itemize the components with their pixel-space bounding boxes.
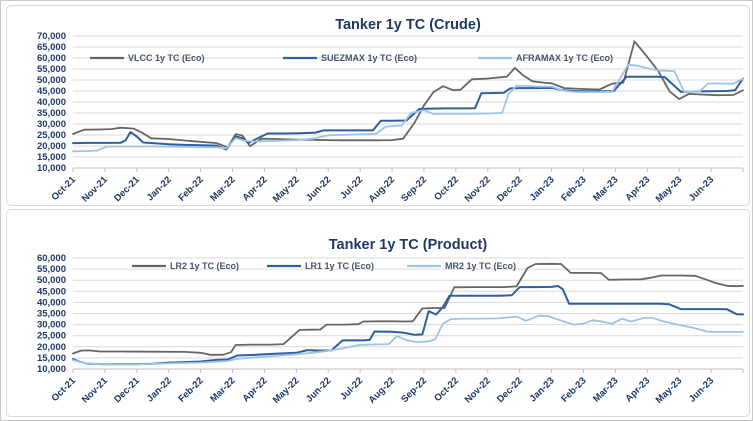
x-axis-tick-label: Sep-22 [399,375,429,405]
y-axis-tick-label: 65,000 [37,42,66,53]
y-axis-tick-label: 10,000 [37,364,66,375]
x-axis-tick-label: Nov-22 [463,174,493,204]
y-axis-tick-label: 40,000 [37,297,66,308]
x-axis-tick-label: Sep-22 [399,174,429,204]
legend-label: AFRAMAX 1y TC (Eco) [516,53,613,63]
y-axis-tick-label: 10,000 [37,163,66,174]
y-axis-tick-label: 60,000 [37,253,66,264]
x-axis-tick-label: Oct-21 [49,174,78,203]
product-chart-panel: 60,000 55,000 50,000 45,000 40,000 35,000 30,0… [6,209,750,417]
x-axis-tick-label: Jun-23 [687,174,716,203]
x-axis-tick-label: Jan-23 [528,375,557,404]
y-axis-tick-label: 55,000 [37,64,66,75]
series-line [72,63,744,153]
y-axis-tick-label: 70,000 [37,31,66,42]
x-axis-tick-label: Nov-22 [463,375,493,405]
x-axis-tick-label: Apr-23 [623,174,652,203]
y-axis-tick-label: 45,000 [37,286,66,297]
y-axis-tick-label: 35,000 [37,309,66,320]
x-axis-tick-label: Apr-23 [623,375,652,404]
y-axis-tick-label: 60,000 [37,53,66,64]
series-line [72,40,744,149]
legend-label: VLCC 1y TC (Eco) [128,53,205,63]
x-axis-tick-label: Dec-21 [112,174,142,204]
y-axis-tick-label: 40,000 [37,97,66,108]
x-axis-tick-label: Mar-22 [208,174,237,203]
x-axis-tick-label: Dec-21 [112,375,142,405]
x-axis-tick-label: Oct-22 [432,174,461,203]
x-axis-tick-label: Jun-23 [687,375,716,404]
series-line [72,262,744,356]
x-axis-tick-label: Feb-22 [176,174,205,203]
x-axis-tick-label: Aug-22 [367,174,398,205]
product-chart: 60,00055,00050,00045,00040,00035,00030,0… [37,237,744,406]
y-axis-tick-label: 15,000 [37,353,66,364]
series-line [72,285,744,366]
x-axis-tick-label: Apr-22 [240,375,269,404]
crude-chart: 70,00065,00060,00055,00050,00045,00040,0… [37,17,744,205]
y-axis-tick-label: 55,000 [37,264,66,275]
x-axis-tick-label: Feb-23 [559,174,588,203]
x-axis-tick-label: Jan-22 [145,375,174,404]
x-axis-tick-label: Jun-22 [304,174,333,203]
y-axis-tick-label: 25,000 [37,130,66,141]
x-axis-tick-label: Dec-22 [495,375,525,405]
x-axis-tick-label: Nov-21 [80,174,111,205]
y-axis-tick-label: 20,000 [37,141,66,152]
y-axis-tick-label: 45,000 [37,86,66,97]
legend-label: MR2 1y TC (Eco) [445,261,516,271]
x-axis-tick-label: May-22 [271,174,302,205]
legend-label: LR1 1y TC (Eco) [305,261,374,271]
y-axis-tick-label: 25,000 [37,331,66,342]
crude-chart-panel: 70,000 65,000 60,000 55,000 50,000 45,000 40,0… [6,5,750,206]
x-axis-tick-label: Mar-23 [591,174,620,203]
y-axis-tick-label: 30,000 [37,320,66,331]
x-axis-tick-label: Mar-23 [591,375,620,404]
y-axis-tick-label: 15,000 [37,152,66,163]
y-axis-tick-label: 35,000 [37,108,66,119]
legend-label: SUEZMAX 1y TC (Eco) [321,53,417,63]
x-axis-tick-label: Jun-22 [304,375,333,404]
x-axis-tick-label: Oct-21 [49,375,78,404]
x-axis-tick-label: Oct-22 [432,375,461,404]
x-axis-tick-label: Aug-22 [367,375,398,406]
series-line [72,314,744,366]
x-axis-tick-label: Mar-22 [208,375,237,404]
chart-title: Tanker 1y TC (Product) [329,237,488,253]
x-axis-tick-label: May-23 [654,375,685,406]
x-axis-tick-label: Dec-22 [495,174,525,204]
x-axis-tick-label: Jul-22 [338,174,365,201]
x-axis-tick-label: Jan-22 [145,174,174,203]
x-axis-tick-label: Nov-21 [80,375,111,406]
x-axis-tick-label: May-23 [654,174,685,205]
x-axis-tick-label: Feb-22 [176,375,205,404]
y-axis-tick-label: 50,000 [37,75,66,86]
y-axis-tick-label: 20,000 [37,342,66,353]
x-axis-tick-label: Jul-22 [338,375,365,402]
x-axis-tick-label: Feb-23 [559,375,588,404]
legend-label: LR2 1y TC (Eco) [170,261,239,271]
x-axis-tick-label: May-22 [271,375,302,406]
y-axis-tick-label: 50,000 [37,275,66,286]
x-axis-tick-label: Jan-23 [528,174,557,203]
y-axis-tick-label: 30,000 [37,119,66,130]
chart-title: Tanker 1y TC (Crude) [335,17,481,33]
x-axis-tick-label: Apr-22 [240,174,269,203]
